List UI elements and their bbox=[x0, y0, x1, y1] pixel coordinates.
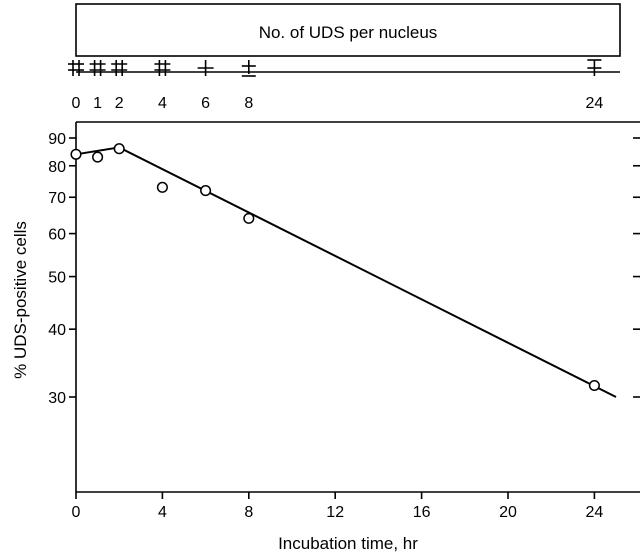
x-tick-label: 4 bbox=[158, 504, 167, 521]
data-point bbox=[243, 212, 255, 224]
top-tick-label: 1 bbox=[93, 95, 102, 112]
data-point bbox=[92, 151, 104, 163]
data-point bbox=[156, 181, 168, 193]
y-tick-label: 30 bbox=[48, 390, 66, 407]
x-tick-label: 24 bbox=[586, 504, 604, 521]
data-point bbox=[113, 143, 125, 155]
uds-marker bbox=[68, 60, 84, 76]
top-panel-markers bbox=[68, 59, 602, 77]
x-axis-label: Incubation time, hr bbox=[278, 534, 418, 553]
y-tick-label: 80 bbox=[48, 159, 66, 176]
y-axis-ticks: 30 40 50 60 70 80 90 bbox=[48, 131, 76, 407]
data-point bbox=[200, 185, 212, 197]
top-tick-label: 24 bbox=[586, 95, 604, 112]
y-tick-label: 50 bbox=[48, 270, 66, 287]
data-point bbox=[70, 148, 82, 160]
x-tick-label: 8 bbox=[244, 504, 253, 521]
top-tick-label: 4 bbox=[158, 95, 167, 112]
x-tick-label: 20 bbox=[499, 504, 517, 521]
top-panel-frame bbox=[75, 3, 621, 57]
y-tick-label: 60 bbox=[48, 227, 66, 244]
x-axis-ticks: 0 4 8 12 16 20 24 bbox=[72, 492, 604, 521]
top-panel-tick-labels: 0 1 2 4 6 8 24 bbox=[72, 95, 604, 112]
top-panel-title: No. of UDS per nucleus bbox=[259, 23, 438, 42]
y-tick-label: 40 bbox=[48, 322, 66, 339]
top-tick-label: 6 bbox=[201, 95, 210, 112]
x-tick-label: 0 bbox=[72, 504, 81, 521]
data-point bbox=[588, 379, 600, 392]
y-tick-label: 70 bbox=[48, 190, 66, 207]
x-tick-label: 16 bbox=[413, 504, 431, 521]
y-tick-label: 90 bbox=[48, 131, 66, 148]
data-points bbox=[70, 143, 600, 392]
uds-marker bbox=[241, 60, 256, 77]
uds-marker bbox=[111, 60, 128, 76]
fit-line bbox=[75, 146, 617, 398]
y-axis-label: % UDS-positive cells bbox=[11, 221, 30, 379]
right-axis-ticks bbox=[633, 137, 640, 398]
uds-marker bbox=[197, 60, 214, 76]
top-tick-label: 8 bbox=[244, 95, 253, 112]
uds-marker bbox=[89, 60, 106, 76]
x-tick-label: 12 bbox=[326, 504, 344, 521]
uds-marker bbox=[587, 59, 602, 76]
top-tick-label: 2 bbox=[115, 95, 124, 112]
top-tick-label: 0 bbox=[72, 95, 81, 112]
uds-marker bbox=[154, 60, 171, 76]
